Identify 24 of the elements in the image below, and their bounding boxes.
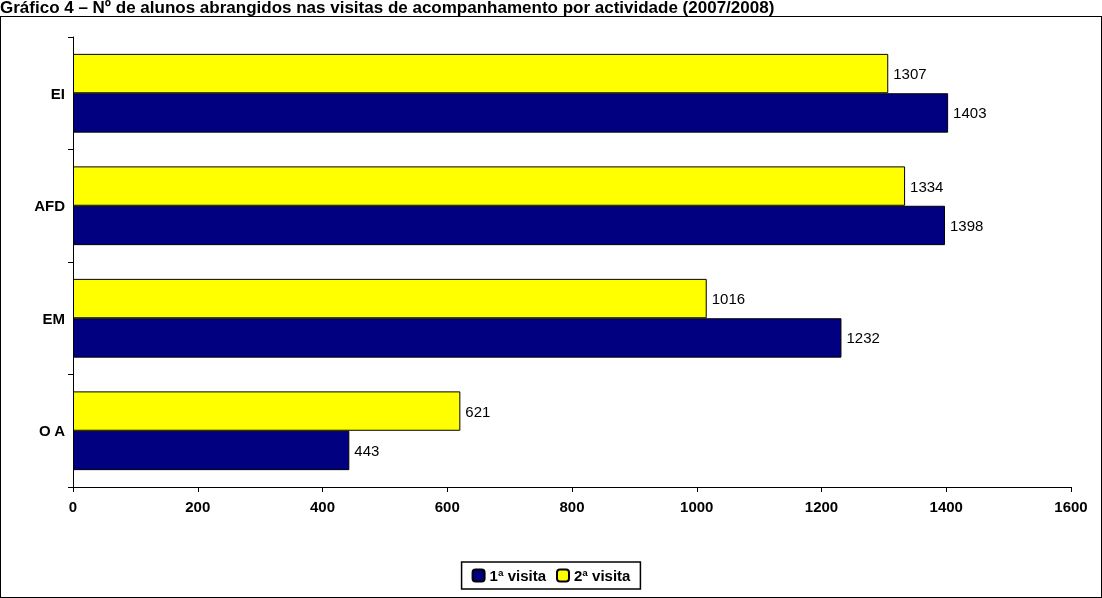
data-label: 1403	[953, 104, 987, 122]
x-tick-label: 200	[185, 498, 211, 515]
y-tick-label: EI	[50, 84, 65, 102]
data-label: 1334	[910, 177, 944, 195]
x-tick-label: 1000	[680, 498, 714, 515]
legend-label: 2ª visita	[574, 567, 632, 584]
x-tick-label: 600	[434, 498, 460, 515]
x-tick-label: 1400	[929, 498, 963, 515]
data-label: 1307	[893, 65, 927, 83]
chart-title: Gráfico 4 – Nº de alunos abrangidos nas visitas de acompanhamento por actividade (2007/2008)	[0, 0, 776, 17]
x-tick-label: 1600	[1054, 498, 1088, 515]
y-tick-label: EM	[42, 309, 65, 327]
data-label: 1232	[846, 329, 880, 347]
legend-label: 1ª visita	[489, 567, 547, 584]
x-tick-label: 0	[68, 498, 78, 515]
data-label: 443	[354, 441, 380, 459]
data-label: 621	[465, 402, 491, 420]
y-tick-label: O A	[38, 422, 66, 440]
x-tick-label: 400	[309, 498, 336, 515]
data-label: 1398	[950, 216, 984, 234]
x-tick-label: 800	[559, 498, 585, 515]
data-label: 1016	[711, 290, 746, 308]
y-tick-label: AFD	[34, 197, 66, 215]
x-tick-label: 1200	[804, 498, 839, 515]
